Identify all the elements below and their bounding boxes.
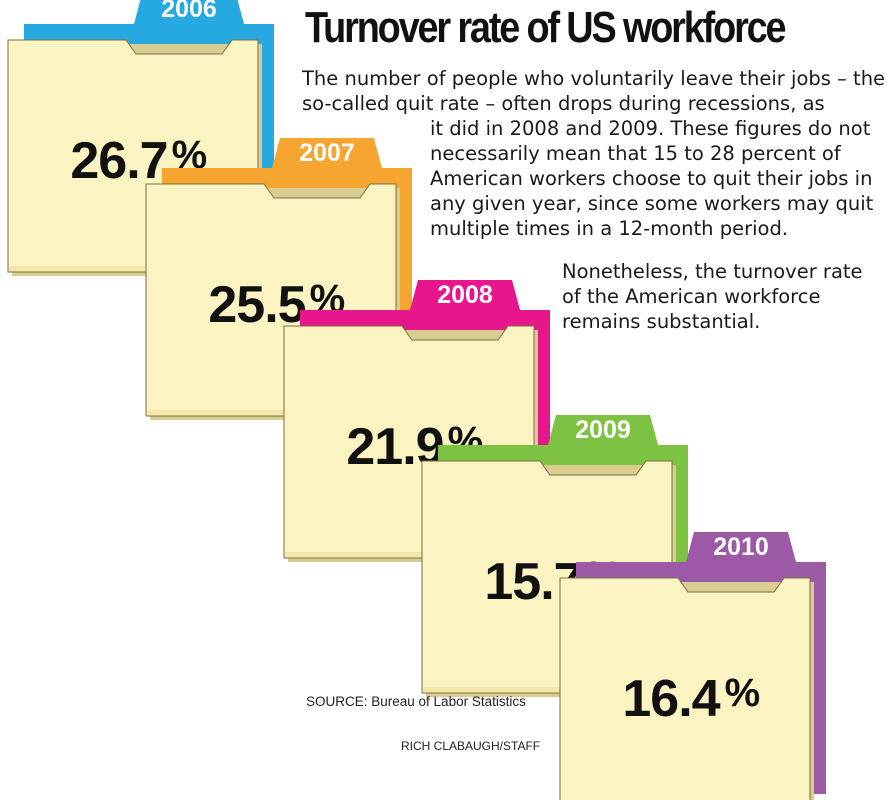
value-label-2006: 26.7 [70,132,167,190]
folder-base-2006 [9,266,257,271]
page-title: Turnover rate of US workforce [305,3,787,52]
source-note: SOURCE: Bureau of Labor Statistics [306,694,526,709]
value-label-2007: 25.5 [208,276,305,334]
description-part-3: Nonetheless, the turnover rate of the Am… [562,260,863,333]
year-label-2007: 2007 [299,139,355,167]
folder-front-2010 [559,577,811,800]
description-part-2: it did in 2008 and 2009. These figures d… [430,117,874,240]
credit-line: RICH CLABAUGH/STAFF [401,739,541,753]
value-label-2010: 16.4 [622,670,720,728]
description-part-1: The number of people who voluntarily lea… [302,67,886,115]
folder-base-2008 [285,552,533,557]
year-label-2008: 2008 [437,281,493,309]
folder-base-2009 [423,687,671,692]
folder-2010: 2010 16.4% [559,532,826,800]
folder-base-2007 [147,410,395,415]
year-label-2010: 2010 [713,533,769,561]
year-label-2006: 2006 [161,0,217,23]
year-label-2009: 2009 [575,416,631,444]
percent-sign-2010: % [725,671,761,715]
